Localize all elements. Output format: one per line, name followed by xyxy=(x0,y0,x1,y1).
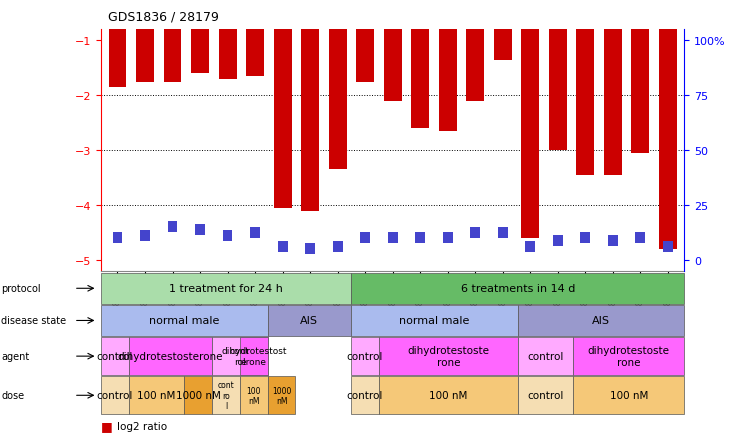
Bar xyxy=(356,0,374,82)
Text: 100 nM: 100 nM xyxy=(429,391,468,400)
Bar xyxy=(384,0,402,102)
Text: 100 nM: 100 nM xyxy=(610,391,648,400)
Bar xyxy=(274,0,292,208)
Bar xyxy=(659,0,677,250)
Text: control: control xyxy=(347,391,383,400)
Bar xyxy=(549,0,567,151)
Bar xyxy=(305,244,315,255)
Bar xyxy=(191,0,209,74)
Bar xyxy=(112,233,123,244)
Text: 1000
nM: 1000 nM xyxy=(272,386,291,405)
Text: protocol: protocol xyxy=(1,284,41,293)
Text: control: control xyxy=(96,352,133,361)
Bar xyxy=(246,0,264,77)
Bar xyxy=(140,230,150,241)
Bar xyxy=(361,233,370,244)
Text: 100
nM: 100 nM xyxy=(247,386,261,405)
Text: agent: agent xyxy=(1,352,30,361)
Text: disease state: disease state xyxy=(1,316,67,326)
Bar xyxy=(387,233,398,244)
Text: control: control xyxy=(96,391,133,400)
Text: dihydrotestoste
rone: dihydrotestoste rone xyxy=(588,345,670,367)
Bar xyxy=(439,0,457,132)
Bar xyxy=(223,230,233,241)
Text: control: control xyxy=(347,352,383,361)
Bar xyxy=(278,241,287,252)
Text: normal male: normal male xyxy=(149,316,219,326)
Bar xyxy=(415,233,425,244)
Bar xyxy=(470,227,480,238)
Text: AIS: AIS xyxy=(301,316,319,326)
Bar xyxy=(168,222,177,233)
Bar xyxy=(636,233,646,244)
Bar xyxy=(608,236,618,247)
Bar xyxy=(108,0,126,88)
Bar xyxy=(250,227,260,238)
Bar xyxy=(333,241,343,252)
Text: control: control xyxy=(527,352,564,361)
Bar xyxy=(494,0,512,60)
Bar xyxy=(521,0,539,238)
Bar xyxy=(553,236,562,247)
Bar xyxy=(218,0,236,80)
Text: control: control xyxy=(527,391,564,400)
Text: normal male: normal male xyxy=(399,316,470,326)
Bar xyxy=(195,225,205,236)
Text: dihydrotestosterone: dihydrotestosterone xyxy=(117,352,223,361)
Bar xyxy=(443,233,453,244)
Text: dose: dose xyxy=(1,391,25,400)
Bar xyxy=(411,0,429,129)
Text: dihydrotestost
erone: dihydrotestost erone xyxy=(221,347,286,366)
Text: AIS: AIS xyxy=(592,316,610,326)
Bar xyxy=(525,241,536,252)
Bar xyxy=(164,0,182,82)
Bar xyxy=(301,0,319,211)
Text: 1000 nM: 1000 nM xyxy=(176,391,221,400)
Text: log2 ratio: log2 ratio xyxy=(117,421,168,431)
Text: cont
ro
l: cont ro l xyxy=(218,381,234,410)
Text: GDS1836 / 28179: GDS1836 / 28179 xyxy=(108,11,219,24)
Text: 6 treatments in 14 d: 6 treatments in 14 d xyxy=(461,284,575,293)
Text: cont
rol: cont rol xyxy=(230,347,250,366)
Text: dihydrotestoste
rone: dihydrotestoste rone xyxy=(407,345,489,367)
Bar xyxy=(663,241,673,252)
Bar xyxy=(328,0,346,170)
Bar xyxy=(466,0,484,102)
Bar xyxy=(498,227,508,238)
Text: ■: ■ xyxy=(101,419,113,432)
Text: 1 treatment for 24 h: 1 treatment for 24 h xyxy=(169,284,283,293)
Bar xyxy=(136,0,154,82)
Bar xyxy=(631,0,649,154)
Bar xyxy=(577,0,595,175)
Bar xyxy=(604,0,622,175)
Text: 100 nM: 100 nM xyxy=(138,391,176,400)
Bar xyxy=(580,233,590,244)
